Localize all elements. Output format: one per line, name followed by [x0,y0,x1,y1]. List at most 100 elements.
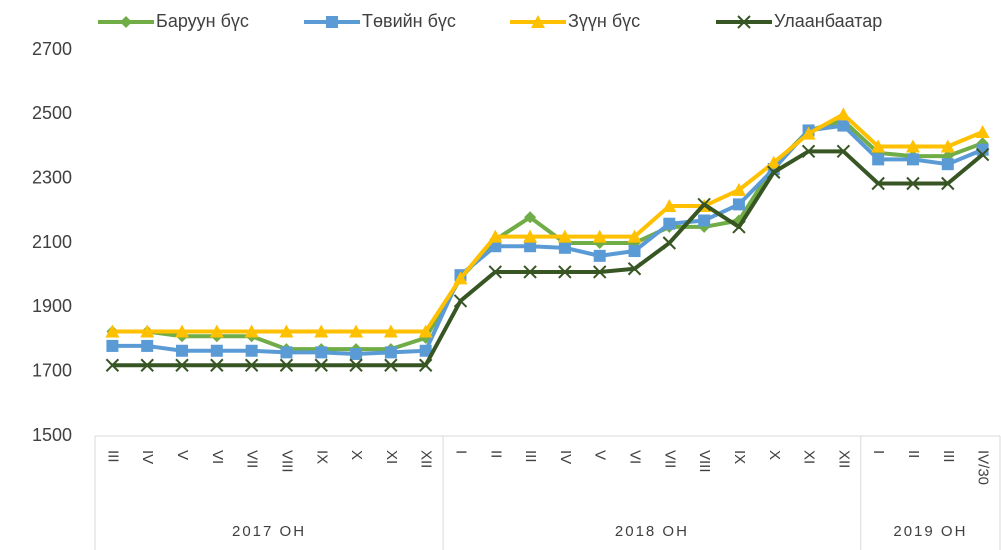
marker [697,197,711,212]
marker [120,16,132,28]
x-tick-label: XII [835,450,852,468]
marker [872,153,885,166]
marker [940,139,955,153]
y-tick-label: 2700 [32,39,72,59]
marker [326,16,338,28]
legend-label: Баруун бүс [156,11,249,31]
x-tick-label: I [870,450,887,454]
x-tick-label: II [905,450,922,458]
marker [488,229,503,243]
marker [523,265,537,279]
marker [737,15,751,29]
marker [836,107,851,121]
marker [662,236,677,250]
marker [941,176,955,191]
marker [662,199,677,213]
series-line [112,112,984,334]
legend-label: Улаанбаатар [774,11,882,31]
y-tick-label: 2500 [32,103,72,123]
marker [524,240,537,253]
marker [627,262,642,276]
marker [244,324,259,338]
marker [383,324,398,338]
marker [557,229,572,243]
marker [315,346,328,359]
x-tick-label: XI [383,450,400,464]
marker [767,165,781,179]
x-tick-label: VIII [696,450,713,473]
marker [349,358,363,372]
marker [731,182,746,196]
marker [176,344,189,357]
marker [210,344,223,357]
marker [453,271,468,285]
marker [350,347,363,360]
legend-label: Төвийн бүс [362,11,456,31]
x-tick-label: IV/30 [975,450,992,485]
x-tick-label: IV [139,450,156,464]
x-tick-label: III [104,450,121,463]
marker [209,324,224,338]
series [105,107,990,338]
marker [453,294,468,308]
x-tick-label: I [453,450,470,454]
x-tick-label: VI [209,450,226,464]
marker [488,265,502,279]
y-tick-label: 1700 [32,360,72,380]
x-tick-label: IV [557,450,574,464]
x-tick-label: XII [418,450,435,468]
marker [905,139,920,153]
marker [418,358,433,372]
y-tick-label: 2300 [32,167,72,187]
x-tick-label: X [766,450,783,460]
marker [175,324,190,338]
x-tick-label: IX [731,450,748,464]
x-tick-label: IX [313,450,330,464]
group-label: 2018 ОН [615,523,689,540]
marker [419,344,432,357]
marker [140,358,154,372]
marker [105,358,120,372]
marker [314,324,329,338]
marker [175,358,189,372]
marker [698,214,711,227]
marker [906,176,920,191]
marker [349,324,364,338]
marker [384,346,397,359]
marker [975,125,990,139]
series [106,119,989,360]
series-line [112,149,984,368]
marker [531,15,545,28]
marker [280,346,293,359]
marker [314,358,328,372]
group-label: 2017 ОН [232,523,306,540]
marker [732,220,746,234]
marker [592,229,607,243]
y-tick-label: 1900 [32,296,72,316]
marker [628,245,641,258]
group-label: 2019 ОН [893,523,967,540]
marker [106,339,119,352]
marker [941,158,954,171]
marker [836,144,851,159]
marker [558,241,571,254]
marker [210,358,224,372]
x-tick-label: III [940,450,957,463]
x-tick-label: II [487,450,504,458]
marker [663,217,676,230]
x-tick-label: X [348,450,365,460]
marker [801,126,816,140]
x-tick-label: V [592,450,609,460]
marker [384,358,398,372]
marker [105,324,120,338]
y-tick-label: 2100 [32,232,72,252]
marker [524,211,537,224]
marker [871,139,886,153]
x-tick-label: VII [244,450,261,468]
marker [766,155,781,169]
x-tick-label: III [522,450,539,463]
series [105,144,990,372]
marker [801,144,816,159]
marker [141,339,154,352]
